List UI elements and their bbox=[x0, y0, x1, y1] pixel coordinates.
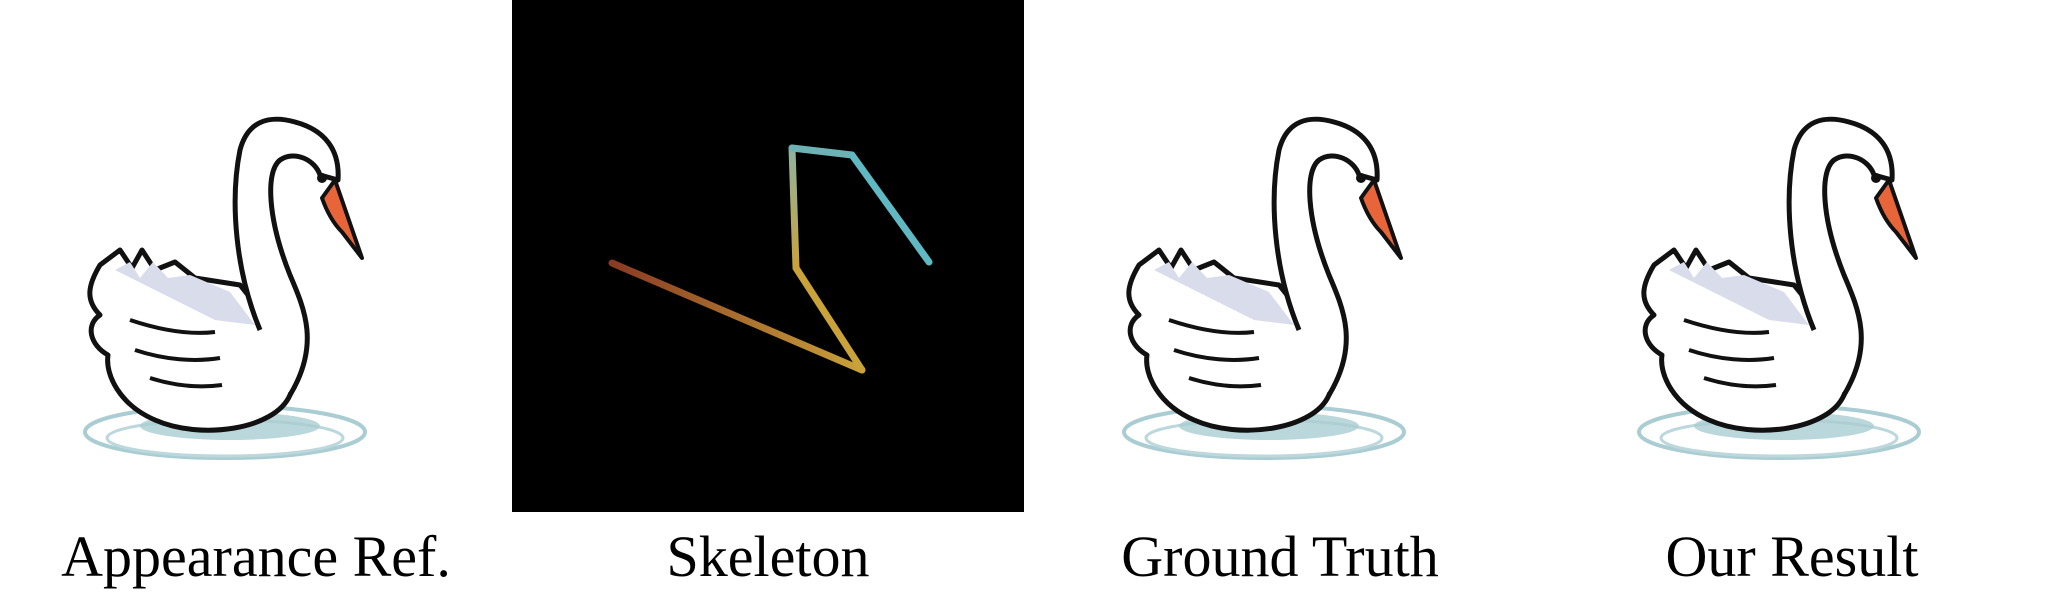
caption-skeleton: Skeleton bbox=[666, 523, 870, 589]
swan-illustration-ground-truth bbox=[1024, 0, 1536, 512]
pose-skeleton bbox=[608, 144, 933, 374]
bone-beak bbox=[848, 151, 933, 266]
bone-neck bbox=[788, 144, 800, 272]
caption-our-result: Our Result bbox=[1665, 523, 1919, 589]
caption-ground-truth: Ground Truth bbox=[1121, 523, 1439, 589]
bone-head bbox=[788, 144, 856, 159]
result-panel bbox=[1536, 0, 2048, 512]
swan-illustration-result bbox=[1536, 0, 2048, 512]
bone-body bbox=[792, 264, 866, 374]
ground-truth-panel bbox=[1024, 0, 1536, 512]
appearance-ref-panel bbox=[0, 0, 512, 512]
caption-appearance-ref: Appearance Ref. bbox=[61, 523, 451, 589]
swan-illustration-appearance bbox=[0, 0, 512, 512]
bone-tail bbox=[608, 259, 866, 374]
skeleton-panel bbox=[512, 0, 1024, 512]
